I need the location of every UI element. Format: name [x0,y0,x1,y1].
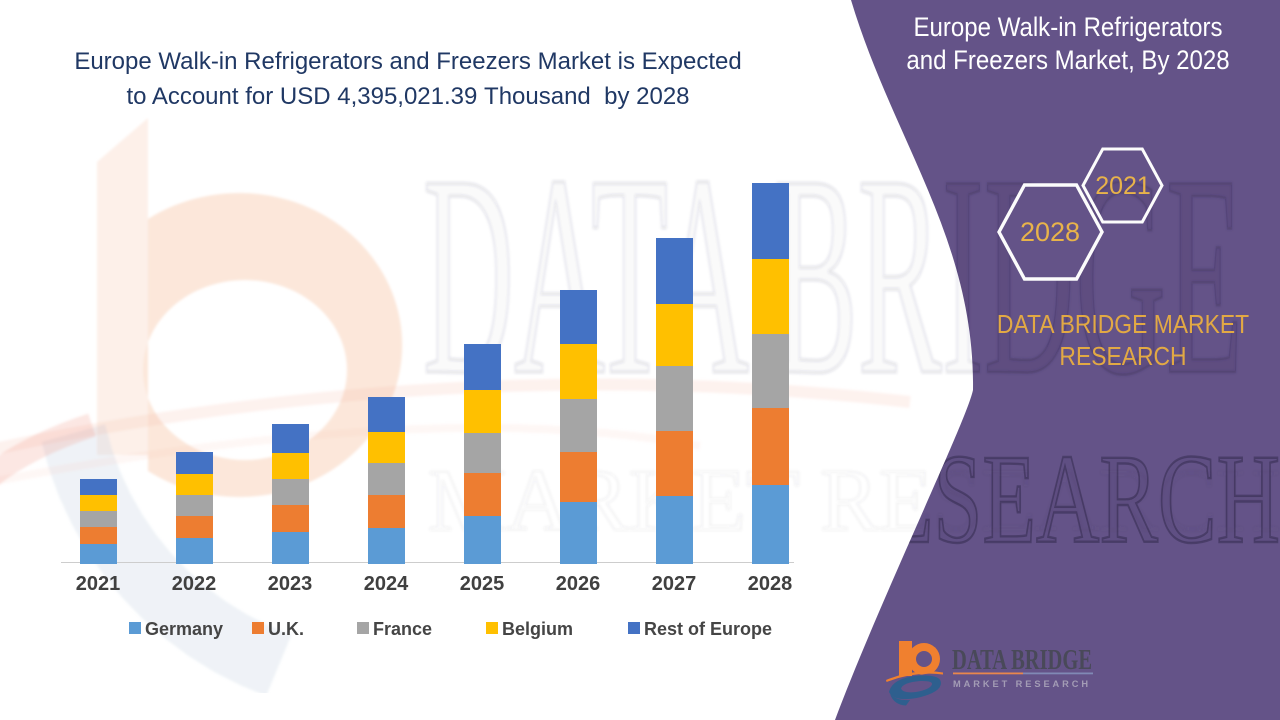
svg-text:MARKET RESEARCH: MARKET RESEARCH [953,679,1091,690]
svg-text:2021: 2021 [1095,172,1151,200]
svg-text:DATA BRIDGE: DATA BRIDGE [952,644,1092,676]
svg-text:DATA BRIDGE: DATA BRIDGE [423,116,1243,435]
svg-text:2028: 2028 [1020,217,1080,247]
